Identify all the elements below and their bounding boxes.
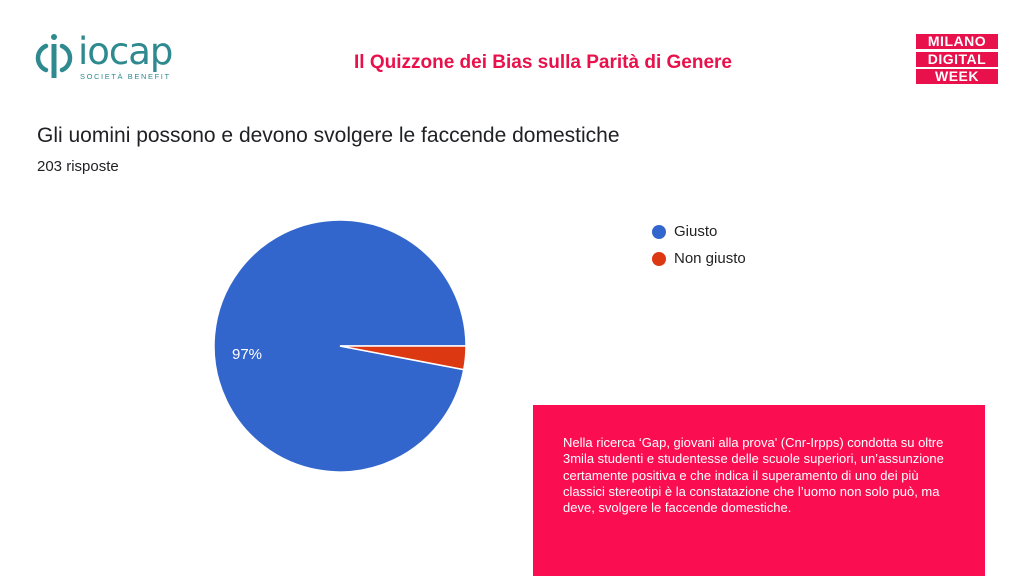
legend-item-non-giusto: Non giusto (652, 245, 746, 272)
info-note-box: Nella ricerca ‘Gap, giovani alla prova' … (533, 405, 985, 576)
legend-item-giusto: Giusto (652, 218, 746, 245)
logo-line-week: WEEK (916, 69, 998, 84)
pie-slice-non-giusto (339, 345, 467, 371)
logo-line-milano: MILANO (916, 34, 998, 49)
legend-label-non-giusto: Non giusto (674, 250, 746, 267)
question-title: Gli uomini possono e devono svolgere le … (37, 124, 620, 147)
chart-legend: Giusto Non giusto (652, 218, 746, 272)
page-title: Il Quizzone dei Bias sulla Parità di Gen… (353, 52, 732, 73)
legend-label-giusto: Giusto (674, 223, 718, 240)
response-count: 203 risposte (37, 158, 119, 175)
logo-wordmark: iocap (78, 30, 173, 73)
logo-line-digital: DIGITAL (916, 51, 998, 67)
legend-swatch-giusto (652, 224, 666, 239)
logo-tagline: SOCIETÀ BENEFIT (80, 72, 171, 81)
iocap-logo: iocap SOCIETÀ BENEFIT (34, 30, 194, 86)
legend-swatch-non-giusto (652, 251, 666, 266)
iocap-logo-mark-icon (35, 34, 73, 78)
milano-digital-week-logo: MILANO DIGITAL WEEK (916, 34, 998, 84)
info-note-text: Nella ricerca ‘Gap, giovani alla prova' … (563, 435, 944, 516)
pie-data-label-giusto: 97% (232, 346, 262, 363)
